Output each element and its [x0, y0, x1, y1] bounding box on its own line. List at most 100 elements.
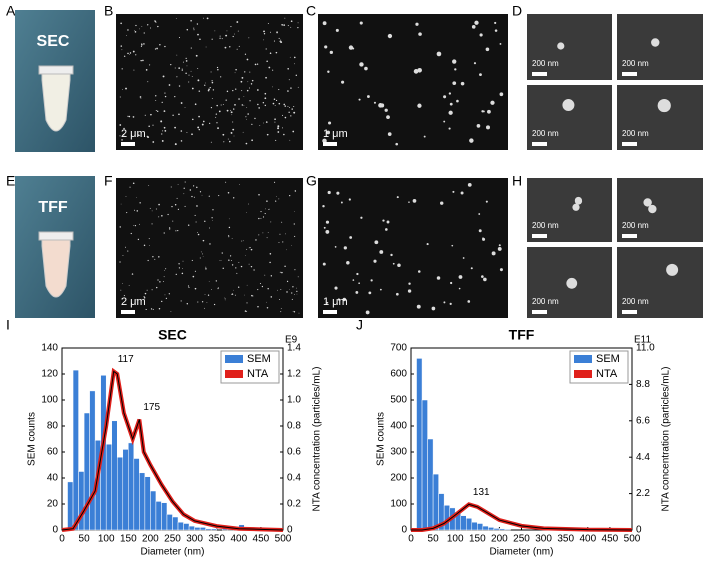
sem-image [318, 14, 508, 150]
particle [443, 301, 446, 304]
particle [152, 141, 155, 143]
panel-label: C [306, 3, 316, 19]
particle [182, 61, 184, 63]
y2-axis-label: NTA concentration (particles/mL) [661, 367, 672, 512]
particle [257, 103, 259, 106]
particle [147, 136, 150, 139]
particle [324, 45, 328, 49]
particle [133, 69, 135, 71]
particle [443, 95, 447, 99]
particle [185, 60, 188, 62]
particle [387, 132, 392, 136]
particle [122, 134, 125, 136]
particle [258, 217, 260, 220]
particle [289, 56, 291, 58]
y-tick-label: 200 [390, 473, 407, 484]
particle [170, 186, 172, 188]
histogram-bar [72, 369, 79, 531]
particle [257, 289, 259, 291]
particle [241, 104, 244, 106]
particle [265, 48, 267, 50]
histogram-bar [493, 528, 500, 531]
particle [417, 103, 422, 108]
particle [476, 124, 481, 128]
x-tick-label: 500 [624, 534, 641, 545]
histogram-bar [117, 456, 124, 531]
particle [259, 125, 261, 126]
particle [152, 308, 154, 310]
particle [165, 297, 167, 299]
particle [125, 246, 127, 248]
particle [211, 98, 213, 99]
particle [246, 58, 249, 61]
particle [274, 105, 276, 107]
particle [248, 247, 250, 249]
particle [264, 104, 267, 107]
particle [328, 121, 332, 125]
particle [474, 20, 479, 25]
legend-label: NTA [247, 368, 269, 380]
particle [279, 233, 281, 235]
histogram-bar [205, 528, 212, 531]
panel-label: A [6, 3, 16, 19]
particle [143, 296, 146, 299]
particle [191, 76, 193, 77]
particle [255, 239, 257, 241]
particle [164, 92, 166, 94]
particle [149, 64, 151, 66]
particle [181, 69, 183, 71]
particle [236, 48, 238, 50]
particle [133, 225, 134, 226]
particle [162, 281, 164, 283]
particle [358, 282, 360, 285]
particle [178, 67, 181, 69]
x-tick-label: 50 [428, 534, 440, 545]
y2-tick-label: 8.8 [636, 379, 650, 390]
particle [197, 68, 199, 70]
particle [289, 289, 290, 290]
particle [481, 275, 484, 278]
particle [197, 232, 199, 233]
particle [322, 138, 327, 144]
particle [211, 217, 213, 219]
y2-tick-label: 4.4 [636, 452, 650, 463]
particle [197, 126, 200, 129]
particle [329, 50, 333, 55]
particle [136, 299, 138, 301]
particle [119, 135, 121, 137]
scale-bar [622, 234, 637, 238]
particle [196, 205, 198, 207]
particle [291, 292, 293, 294]
particle [295, 287, 297, 289]
particle [147, 24, 149, 26]
particle [238, 261, 240, 263]
particle [198, 128, 200, 131]
particle [458, 275, 463, 279]
particle [139, 223, 140, 225]
legend-swatch [225, 355, 243, 363]
particle [198, 90, 201, 92]
particle [161, 300, 163, 303]
particle [191, 259, 193, 262]
particle [148, 245, 150, 246]
particle [134, 30, 136, 32]
particle [181, 272, 184, 275]
particle [242, 131, 244, 133]
x-tick-label: 300 [186, 534, 203, 545]
particle [294, 190, 297, 192]
particle [323, 226, 326, 229]
annotation: 131 [473, 487, 490, 498]
particle [169, 227, 171, 229]
particle [191, 87, 194, 90]
particle [219, 35, 221, 37]
particle [219, 37, 221, 39]
particle [150, 113, 152, 116]
scale-bar [532, 142, 547, 146]
scale-bar [121, 310, 135, 314]
particle [276, 32, 278, 34]
particle [269, 52, 272, 54]
particle [161, 133, 163, 135]
particle [197, 301, 199, 303]
particle [231, 293, 234, 295]
particle [172, 114, 174, 116]
